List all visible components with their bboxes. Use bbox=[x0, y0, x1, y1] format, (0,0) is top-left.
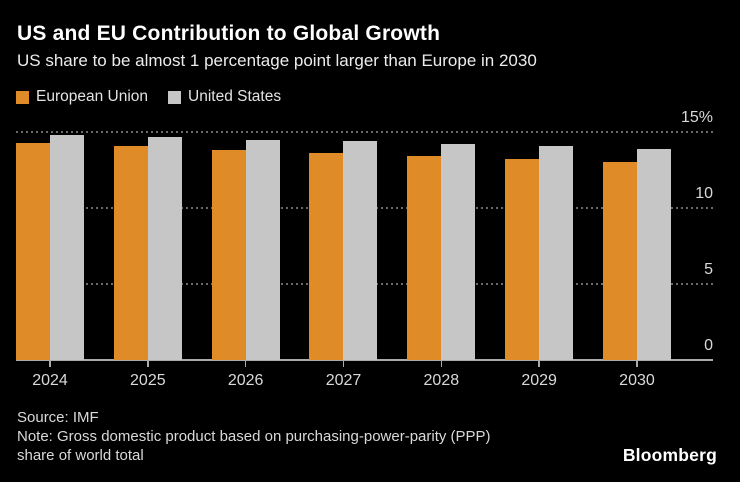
bar-european-union-2028 bbox=[407, 156, 442, 360]
x-tick-2029 bbox=[538, 360, 540, 367]
bar-united-states-2030 bbox=[636, 148, 671, 360]
bar-group-2028 bbox=[407, 144, 476, 360]
x-tick-2028 bbox=[440, 360, 443, 367]
bar-united-states-2025 bbox=[147, 136, 182, 360]
chart-subtitle: US share to be almost 1 percentage point… bbox=[17, 51, 537, 70]
legend-swatch-european-union bbox=[16, 90, 29, 104]
bar-united-states-2029 bbox=[539, 145, 574, 360]
bar-united-states-2027 bbox=[343, 141, 378, 360]
legend-label-european-union: European Union bbox=[36, 88, 149, 105]
chart-legend: European Union United States bbox=[16, 88, 281, 106]
x-axis-label-2026: 2026 bbox=[227, 372, 264, 389]
bar-united-states-2024 bbox=[50, 135, 84, 360]
y-axis-label-10: 10 bbox=[695, 185, 713, 202]
bar-european-union-2030 bbox=[602, 162, 637, 360]
gridline-15 bbox=[16, 131, 713, 133]
y-axis-label-5: 5 bbox=[704, 261, 713, 278]
chart-title: US and EU Contribution to Global Growth bbox=[17, 22, 441, 45]
legend-label-united-states: United States bbox=[188, 88, 282, 105]
bar-group-2024 bbox=[16, 135, 84, 360]
x-tick-2030 bbox=[636, 360, 638, 367]
bar-group-2025 bbox=[113, 136, 182, 360]
note-text-line2: share of world total bbox=[17, 447, 144, 464]
legend-item-united-states: United States bbox=[168, 88, 281, 106]
legend-swatch-united-states bbox=[168, 90, 182, 104]
bar-european-union-2027 bbox=[309, 153, 344, 360]
bar-group-2026 bbox=[211, 139, 280, 360]
bar-united-states-2028 bbox=[441, 144, 476, 360]
y-axis-label-15: 15% bbox=[680, 109, 713, 126]
x-tick-2025 bbox=[147, 360, 149, 367]
x-axis-label-2029: 2029 bbox=[521, 372, 557, 389]
bar-european-union-2025 bbox=[113, 145, 148, 360]
bar-european-union-2026 bbox=[211, 150, 246, 360]
source-text: Source: IMF bbox=[17, 409, 99, 426]
bloomberg-logo: Bloomberg bbox=[622, 445, 717, 465]
note-text-line1: Note: Gross domestic product based on pu… bbox=[17, 428, 491, 445]
x-axis-label-2030: 2030 bbox=[619, 372, 655, 389]
x-axis-label-2024: 2024 bbox=[32, 372, 68, 389]
x-axis-label-2025: 2025 bbox=[130, 372, 166, 389]
x-tick-2026 bbox=[244, 360, 247, 367]
footer-notes: Source: IMF Note: Gross domestic product… bbox=[17, 408, 491, 465]
bar-group-2027 bbox=[309, 141, 378, 360]
x-axis-label-2027: 2027 bbox=[325, 372, 362, 389]
bar-european-union-2024 bbox=[16, 142, 50, 360]
x-axis-label-2028: 2028 bbox=[423, 372, 460, 389]
x-tick-2027 bbox=[342, 360, 345, 367]
bar-united-states-2026 bbox=[245, 139, 280, 360]
bar-group-2029 bbox=[505, 145, 574, 360]
bar-european-union-2029 bbox=[505, 159, 540, 360]
x-axis-line bbox=[16, 359, 713, 361]
x-tick-2024 bbox=[49, 360, 51, 367]
y-axis-label-0: 0 bbox=[704, 337, 713, 354]
bar-group-2030 bbox=[602, 148, 671, 360]
legend-item-european-union: European Union bbox=[16, 88, 148, 106]
